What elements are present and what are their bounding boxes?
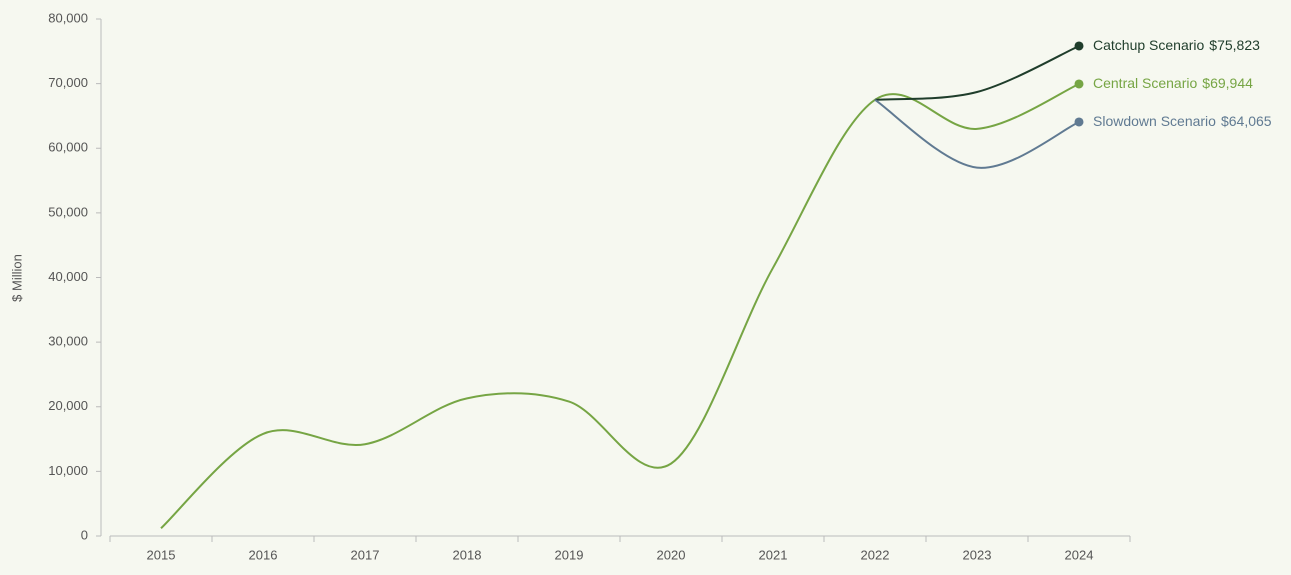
end-label: Catchup Scenario $75,823 xyxy=(1093,37,1260,53)
x-tick-label: 2024 xyxy=(1065,547,1094,562)
y-tick-label: 0 xyxy=(81,527,88,542)
y-tick-label: 30,000 xyxy=(48,334,88,349)
x-tick-label: 2017 xyxy=(351,547,380,562)
x-tick-label: 2021 xyxy=(759,547,788,562)
x-tick-label: 2023 xyxy=(963,547,992,562)
end-dot xyxy=(1074,117,1084,127)
series-name: Central Scenario xyxy=(1093,75,1197,91)
y-tick-label: 70,000 xyxy=(48,75,88,90)
y-tick-label: 10,000 xyxy=(48,463,88,478)
x-tick-label: 2019 xyxy=(555,547,584,562)
end-dot xyxy=(1074,79,1084,89)
value-label: $64,065 xyxy=(1221,113,1272,129)
series-name: Slowdown Scenario xyxy=(1093,113,1216,129)
y-axis-label: $ Million xyxy=(9,254,24,302)
series-line xyxy=(160,83,1080,529)
end-dot xyxy=(1074,41,1084,51)
series-name: Catchup Scenario xyxy=(1093,37,1205,53)
y-tick-label: 60,000 xyxy=(48,140,88,155)
x-tick-label: 2022 xyxy=(861,547,890,562)
value-label: $75,823 xyxy=(1209,37,1260,53)
y-tick-label: 20,000 xyxy=(48,398,88,413)
series-line xyxy=(874,45,1080,101)
x-tick-label: 2020 xyxy=(657,547,686,562)
series-line xyxy=(874,98,1080,169)
x-tick-label: 2016 xyxy=(249,547,278,562)
y-tick-label: 50,000 xyxy=(48,204,88,219)
y-tick-label: 40,000 xyxy=(48,269,88,284)
x-tick-label: 2015 xyxy=(147,547,176,562)
y-tick-label: 80,000 xyxy=(48,10,88,25)
end-label: Central Scenario $69,944 xyxy=(1093,75,1253,91)
x-tick-label: 2018 xyxy=(453,547,482,562)
end-label: Slowdown Scenario $64,065 xyxy=(1093,113,1272,129)
value-label: $69,944 xyxy=(1202,75,1253,91)
